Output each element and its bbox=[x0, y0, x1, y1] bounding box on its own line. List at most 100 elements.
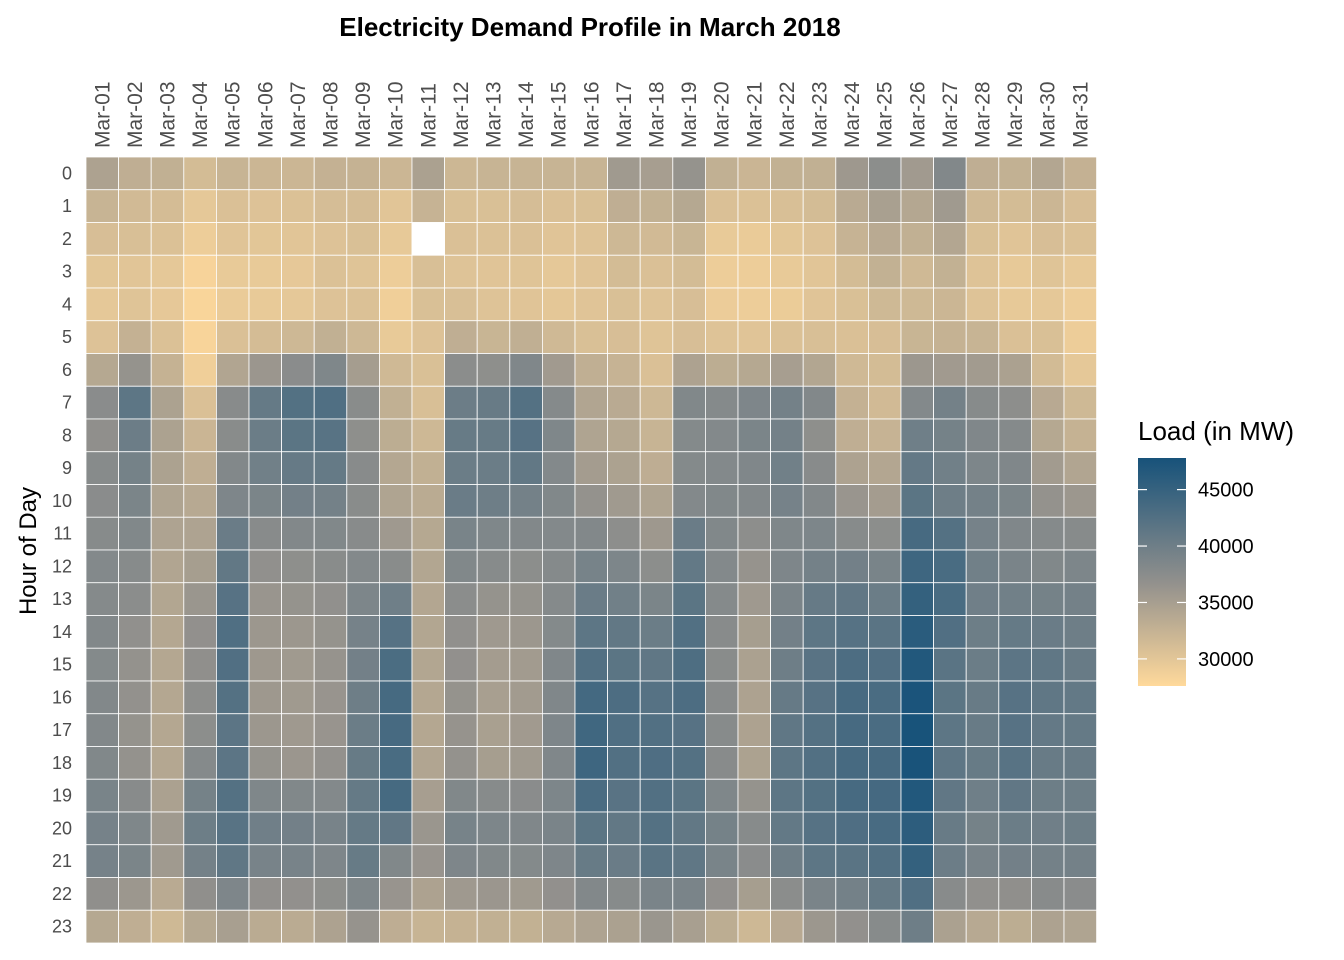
heatmap-cell bbox=[1063, 353, 1097, 387]
heatmap-cell bbox=[965, 615, 1000, 649]
heatmap-cell bbox=[705, 484, 739, 518]
heatmap-cell bbox=[346, 484, 380, 518]
heatmap-cell bbox=[118, 189, 152, 223]
heatmap-cell bbox=[183, 909, 217, 944]
heatmap-cell bbox=[933, 385, 967, 420]
heatmap-cell bbox=[737, 909, 771, 944]
heatmap-cell bbox=[150, 909, 185, 944]
heatmap-cell bbox=[868, 877, 902, 911]
heatmap-cell bbox=[509, 680, 543, 715]
heatmap-cell bbox=[933, 484, 967, 518]
heatmap-cell bbox=[509, 615, 543, 649]
heatmap-cell bbox=[737, 877, 771, 911]
heatmap-cell bbox=[118, 746, 152, 780]
heatmap-cell bbox=[346, 287, 380, 322]
heatmap-cell bbox=[1031, 222, 1065, 256]
heatmap-cell bbox=[378, 778, 413, 813]
heatmap-cell bbox=[900, 156, 934, 191]
heatmap-cell bbox=[378, 156, 413, 191]
heatmap-cell bbox=[542, 156, 576, 191]
heatmap-cell bbox=[509, 451, 543, 485]
heatmap-cell bbox=[281, 811, 315, 846]
heatmap-cell bbox=[1063, 484, 1097, 518]
heatmap-cell bbox=[933, 647, 967, 682]
heatmap-cell bbox=[1063, 451, 1097, 485]
heatmap-cell bbox=[868, 811, 902, 846]
heatmap-cell bbox=[672, 778, 706, 813]
heatmap-cell bbox=[998, 451, 1032, 485]
heatmap-cell bbox=[770, 222, 804, 256]
heatmap-cell bbox=[378, 680, 413, 715]
heatmap-cell bbox=[574, 189, 608, 223]
x-tick-label: Mar-13 bbox=[483, 81, 506, 148]
heatmap-cell bbox=[607, 615, 641, 649]
heatmap-cell bbox=[672, 844, 706, 878]
heatmap-cell bbox=[411, 778, 445, 813]
heatmap-cell bbox=[770, 516, 804, 551]
heatmap-cell bbox=[444, 451, 478, 485]
heatmap-cell bbox=[346, 713, 380, 747]
heatmap-cell bbox=[313, 615, 348, 649]
heatmap-cell bbox=[281, 680, 315, 715]
heatmap-cell bbox=[509, 222, 543, 256]
x-tick-label: Mar-14 bbox=[515, 81, 538, 148]
heatmap-cell bbox=[770, 582, 804, 616]
heatmap-cell bbox=[607, 909, 641, 944]
heatmap-cell bbox=[835, 680, 869, 715]
heatmap-cell bbox=[476, 713, 511, 747]
heatmap-cell bbox=[313, 516, 348, 551]
heatmap-cell bbox=[770, 647, 804, 682]
y-tick-label: 13 bbox=[52, 589, 72, 609]
heatmap-cell bbox=[672, 909, 706, 944]
heatmap-cell bbox=[1031, 778, 1065, 813]
heatmap-cell bbox=[900, 320, 934, 354]
heatmap-cell bbox=[150, 385, 185, 420]
heatmap-cell bbox=[705, 189, 739, 223]
heatmap-cell bbox=[868, 713, 902, 747]
heatmap-cell bbox=[248, 287, 282, 322]
heatmap-cell bbox=[85, 909, 119, 944]
heatmap-cell bbox=[835, 877, 869, 911]
heatmap-cell bbox=[411, 582, 445, 616]
y-tick-label: 12 bbox=[52, 556, 72, 576]
heatmap-cell bbox=[1063, 713, 1097, 747]
heatmap-cell bbox=[835, 811, 869, 846]
heatmap-cell bbox=[118, 549, 152, 584]
heatmap-cell bbox=[607, 746, 641, 780]
heatmap-cell bbox=[248, 418, 282, 453]
heatmap-cell bbox=[313, 844, 348, 878]
heatmap-cell bbox=[281, 222, 315, 256]
heatmap-cell bbox=[476, 189, 511, 223]
heatmap-cell bbox=[313, 909, 348, 944]
heatmap-cell bbox=[444, 189, 478, 223]
heatmap-cell bbox=[639, 418, 674, 453]
heatmap-cell bbox=[542, 353, 576, 387]
heatmap-cell bbox=[85, 254, 119, 289]
heatmap-cell bbox=[672, 484, 706, 518]
heatmap-cell bbox=[509, 287, 543, 322]
heatmap-cell bbox=[639, 254, 674, 289]
heatmap-cell bbox=[542, 320, 576, 354]
heatmap-cell bbox=[281, 353, 315, 387]
heatmap-cell bbox=[476, 877, 511, 911]
heatmap-cell bbox=[639, 680, 674, 715]
heatmap-cell bbox=[705, 451, 739, 485]
heatmap-cell bbox=[85, 746, 119, 780]
y-tick-label: 7 bbox=[62, 393, 72, 413]
heatmap-cell bbox=[444, 516, 478, 551]
heatmap-cell bbox=[1063, 287, 1097, 322]
heatmap-cell bbox=[215, 778, 250, 813]
heatmap-cell bbox=[802, 746, 837, 780]
heatmap-cell bbox=[737, 713, 771, 747]
heatmap-cell bbox=[770, 778, 804, 813]
heatmap-cell bbox=[998, 811, 1032, 846]
heatmap-cell bbox=[705, 254, 739, 289]
heatmap-cell bbox=[1031, 189, 1065, 223]
heatmap-cell bbox=[639, 222, 674, 256]
heatmap-cell bbox=[150, 254, 185, 289]
heatmap-cell bbox=[737, 287, 771, 322]
heatmap-cell bbox=[248, 516, 282, 551]
heatmap-cell bbox=[444, 844, 478, 878]
heatmap-cell bbox=[1063, 549, 1097, 584]
y-tick-label: 14 bbox=[52, 622, 72, 642]
